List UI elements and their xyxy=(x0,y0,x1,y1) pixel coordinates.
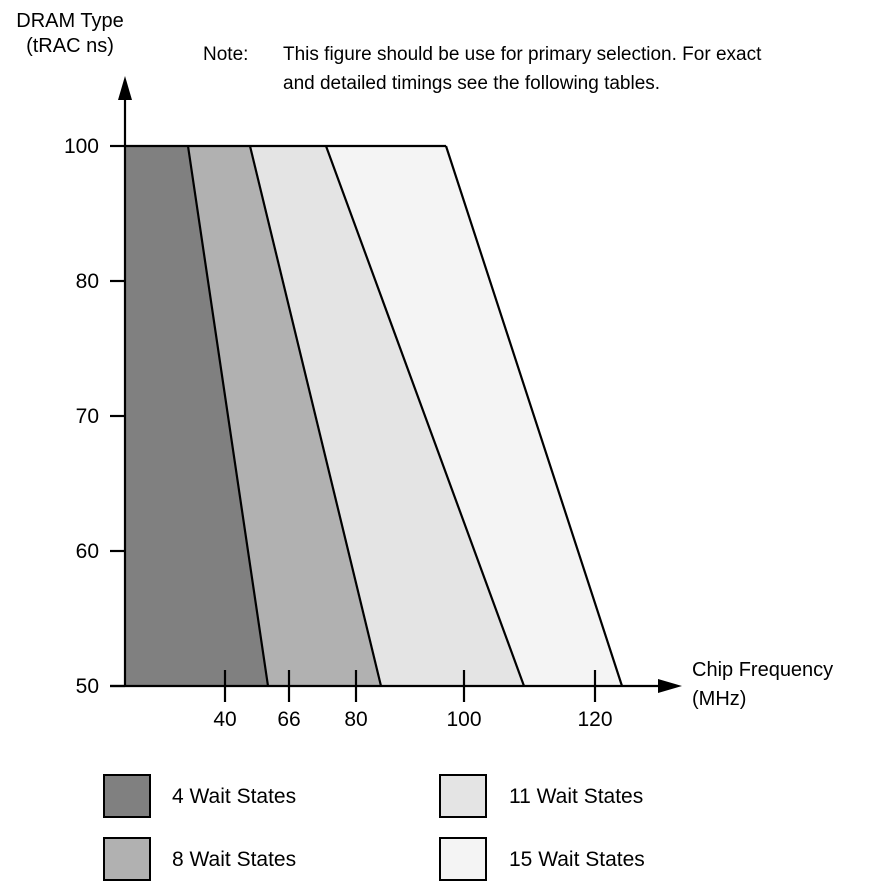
legend-label: 4 Wait States xyxy=(172,785,296,808)
x-tick-label: 80 xyxy=(344,708,367,731)
x-axis-label-line2: (MHz) xyxy=(692,688,746,710)
boundary-line xyxy=(444,145,624,687)
ticks: 50 60 70 80 100 40 66 80 100 120 xyxy=(64,135,613,731)
y-tick-label: 60 xyxy=(76,540,99,563)
x-tick-label: 40 xyxy=(213,708,236,731)
legend-swatch xyxy=(103,837,151,881)
legend-swatch xyxy=(103,774,151,818)
x-tick-label: 66 xyxy=(277,708,300,731)
x-tick-label: 100 xyxy=(446,708,481,731)
y-axis-label-line2: (tRAC ns) xyxy=(26,35,114,57)
x-axis-label-line1: Chip Frequency xyxy=(692,659,833,681)
legend-label: 15 Wait States xyxy=(509,848,645,871)
y-axis-label-line1: DRAM Type xyxy=(16,10,123,32)
legend-label: 8 Wait States xyxy=(172,848,296,871)
note-line-2: and detailed timings see the following t… xyxy=(283,73,660,94)
legend-label: 11 Wait States xyxy=(509,785,643,808)
boundary-line xyxy=(248,145,383,687)
note-line-1: This figure should be use for primary se… xyxy=(283,44,762,65)
legend-swatch xyxy=(439,837,487,881)
boundary-line xyxy=(186,145,270,687)
legend-swatch xyxy=(439,774,487,818)
y-tick-label: 50 xyxy=(76,675,99,698)
y-tick-label: 70 xyxy=(76,405,99,428)
x-tick-label: 120 xyxy=(577,708,612,731)
x-axis-arrow xyxy=(658,679,682,693)
y-tick-label: 100 xyxy=(64,135,99,158)
region-4-wait-states xyxy=(125,146,268,686)
note-label: Note: xyxy=(203,44,248,65)
boundary-line xyxy=(324,145,526,687)
y-tick-label: 80 xyxy=(76,270,99,293)
y-axis-arrow xyxy=(118,76,132,100)
wait-state-regions xyxy=(125,144,624,687)
legend: 4 Wait States 8 Wait States 11 Wait States… xyxy=(103,774,645,881)
axes xyxy=(110,76,682,693)
